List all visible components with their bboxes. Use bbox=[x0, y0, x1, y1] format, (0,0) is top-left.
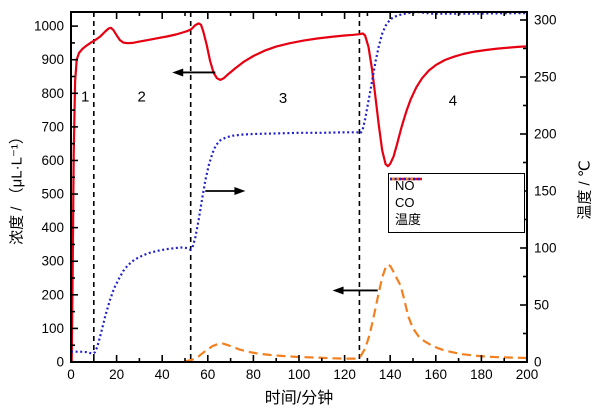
legend-label: CO bbox=[395, 195, 415, 210]
right-axis-title: 温度 / ℃ bbox=[576, 160, 594, 220]
temp-to-right-axis-arrow-head bbox=[234, 187, 246, 196]
tick-label: 100 bbox=[288, 367, 311, 382]
axis-ticks bbox=[70, 12, 528, 363]
no-to-left-axis-arrow-head bbox=[172, 68, 184, 77]
legend: NO CO 温度 bbox=[388, 173, 525, 233]
tick-label: 200 bbox=[516, 367, 539, 382]
stage-labels: 1 2 3 4 bbox=[81, 89, 457, 110]
tick-label: 50 bbox=[534, 297, 549, 312]
tick-label: 250 bbox=[534, 69, 557, 84]
stage-label-1: 1 bbox=[81, 89, 89, 106]
series-NO bbox=[70, 22, 528, 363]
tick-label: 0 bbox=[56, 355, 64, 370]
tick-label: 800 bbox=[41, 86, 64, 101]
tick-label: 140 bbox=[379, 367, 402, 382]
tick-labels: 0 20 40 60 80 100 120 140 160 180 2000100200300400… bbox=[34, 12, 557, 382]
tick-label: 180 bbox=[470, 367, 493, 382]
legend-line-swatch bbox=[390, 177, 422, 181]
tick-label: 300 bbox=[41, 254, 64, 269]
tick-label: 80 bbox=[246, 367, 261, 382]
tick-label: 500 bbox=[41, 187, 64, 202]
stage-label-3: 3 bbox=[279, 90, 287, 107]
stage-label-4: 4 bbox=[449, 93, 457, 110]
tick-label: 40 bbox=[155, 367, 170, 382]
tick-label: 0 bbox=[67, 367, 75, 382]
legend-label: 温度 bbox=[395, 212, 422, 227]
tick-label: 1000 bbox=[34, 19, 64, 34]
tick-label: 100 bbox=[41, 321, 64, 336]
tick-label: 700 bbox=[41, 119, 64, 134]
legend-item-温度: 温度 bbox=[390, 177, 517, 227]
tick-label: 200 bbox=[41, 287, 64, 302]
tick-label: 0 bbox=[534, 355, 542, 370]
tick-label: 60 bbox=[200, 367, 215, 382]
series-CO bbox=[184, 263, 528, 363]
tick-label: 400 bbox=[41, 220, 64, 235]
tick-label: 150 bbox=[534, 183, 557, 198]
tick-label: 120 bbox=[333, 367, 356, 382]
tick-label: 900 bbox=[41, 52, 64, 67]
legend-item-CO: CO bbox=[390, 177, 517, 210]
x-axis-title: 时间/分钟 bbox=[264, 390, 334, 407]
tick-label: 20 bbox=[109, 367, 124, 382]
left-axis-title: 浓度 / （μL·L⁻¹） bbox=[8, 129, 26, 245]
tick-label: 200 bbox=[534, 126, 557, 141]
tick-label: 300 bbox=[534, 12, 557, 27]
axis-arrows bbox=[172, 68, 378, 295]
legend-label: NO bbox=[395, 178, 415, 193]
stage-divider-lines bbox=[93, 12, 361, 362]
stage-label-2: 2 bbox=[138, 89, 146, 106]
co-to-left-axis-arrow-head bbox=[332, 286, 344, 295]
tick-label: 160 bbox=[425, 367, 448, 382]
tick-label: 100 bbox=[534, 240, 557, 255]
tick-label: 600 bbox=[41, 153, 64, 168]
